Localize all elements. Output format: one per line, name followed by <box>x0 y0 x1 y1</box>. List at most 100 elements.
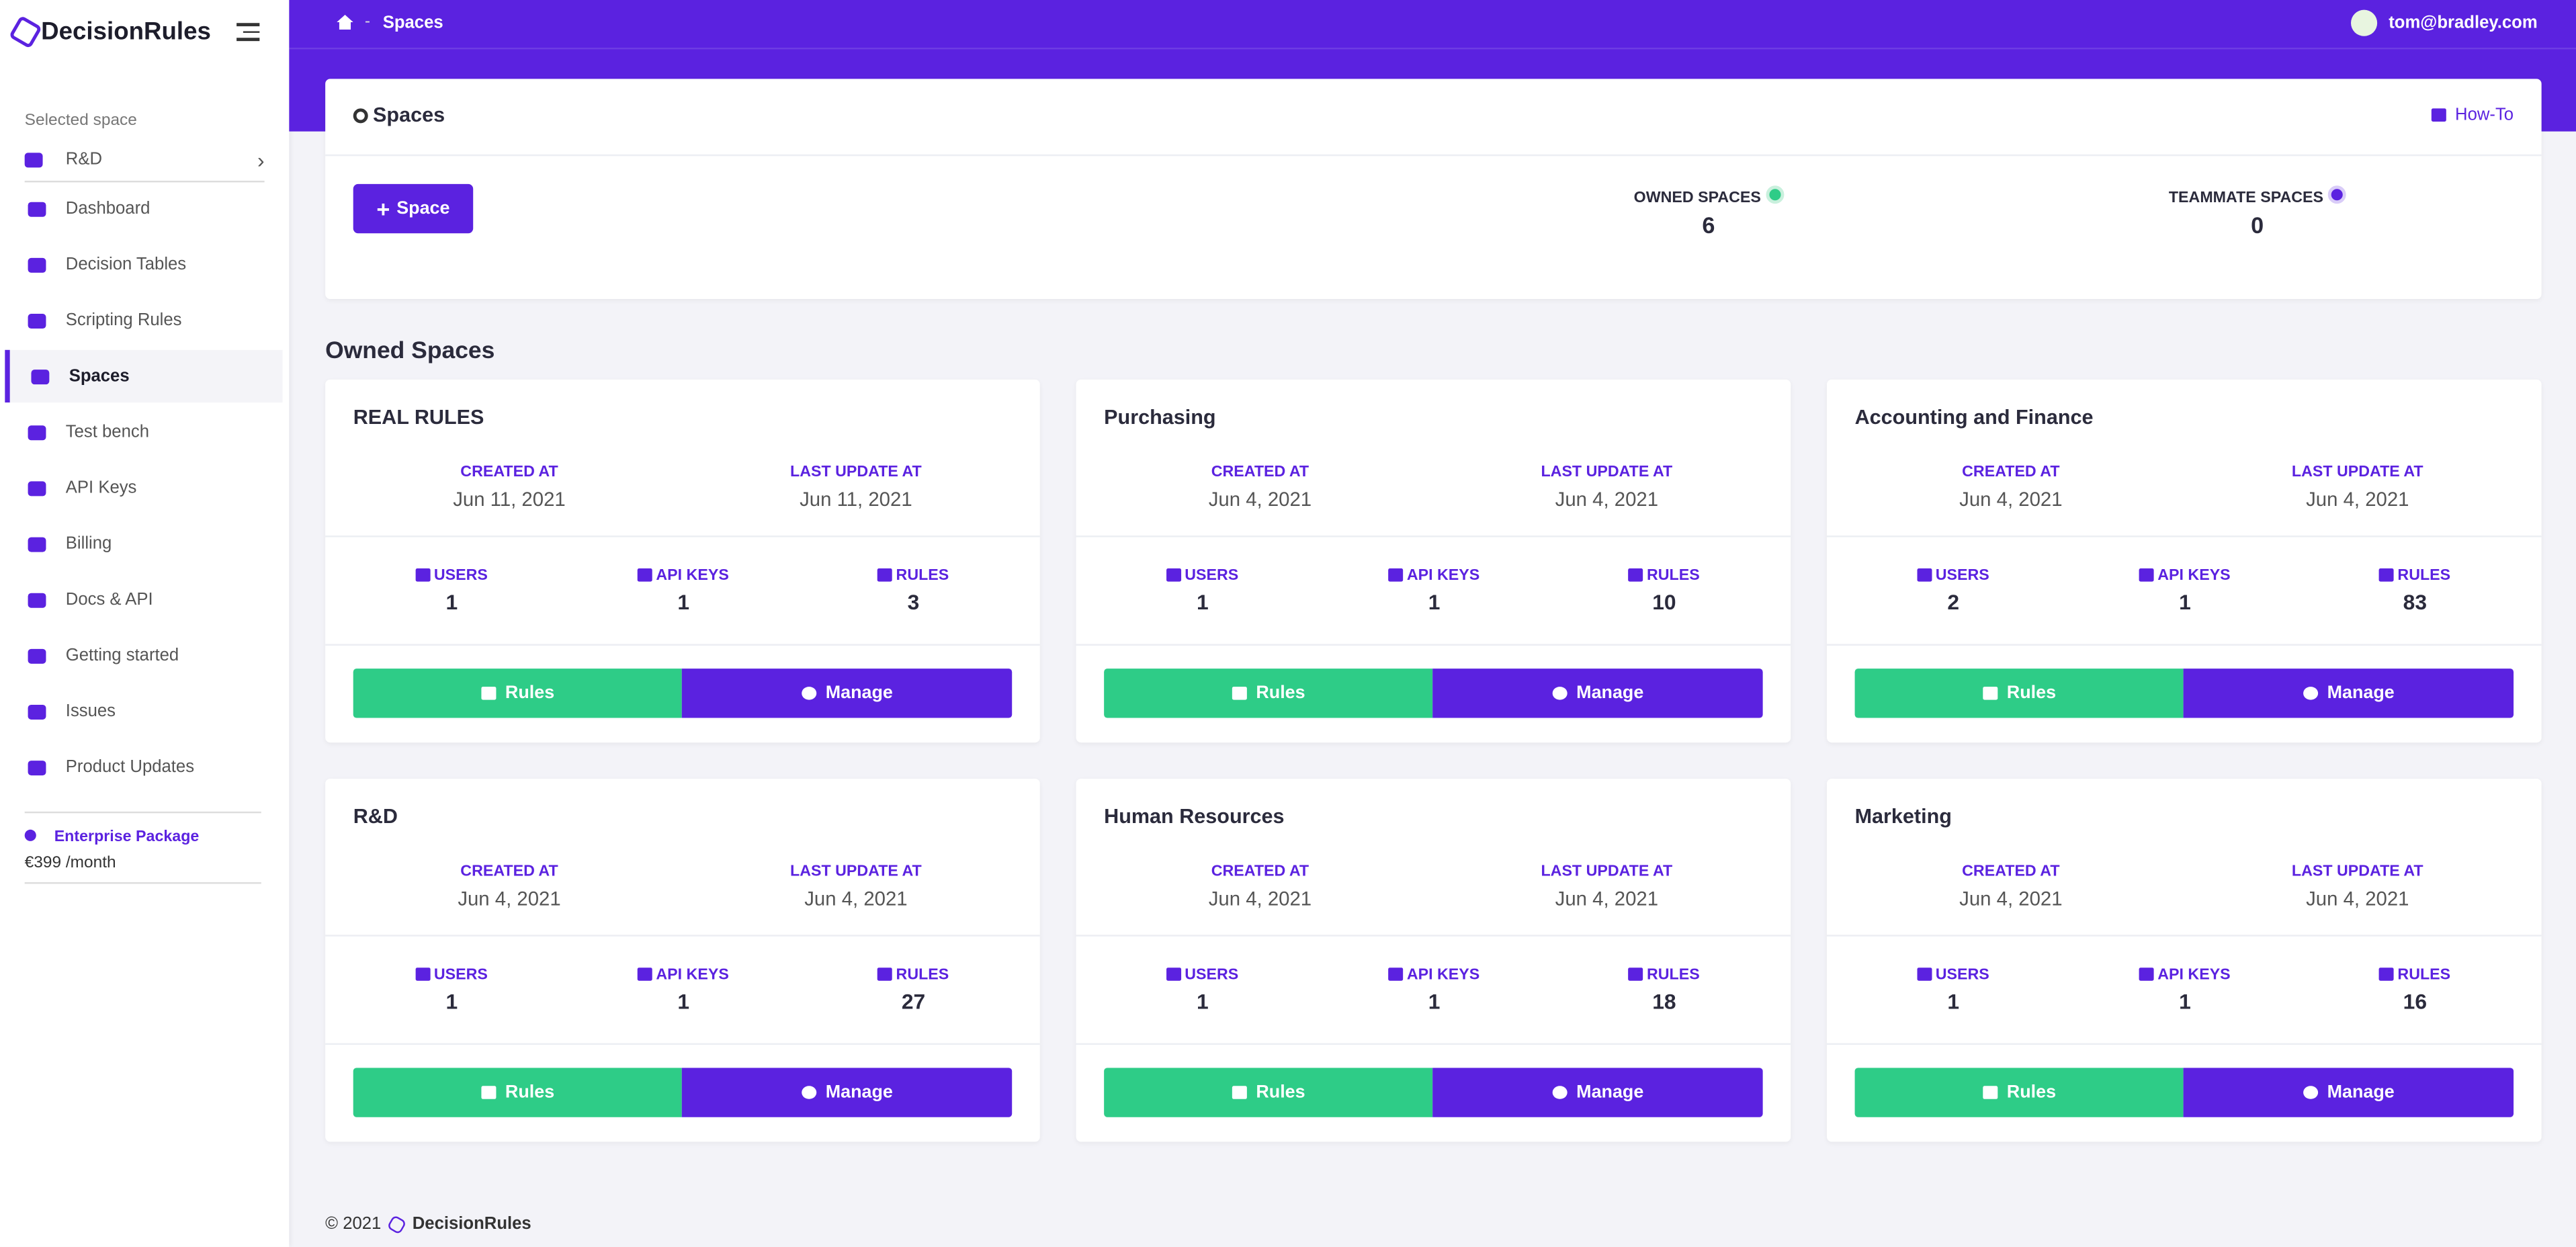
card-label: USERS <box>1185 965 1239 984</box>
created-date: Jun 11, 2021 <box>453 488 566 511</box>
api-keys-count: 1 <box>1428 988 1441 1014</box>
menu-item[interactable]: Scripting Rules <box>7 294 280 347</box>
menu-item[interactable]: API Keys <box>7 462 280 514</box>
card-label: Rules <box>1256 683 1305 703</box>
api-keys-count: 1 <box>677 589 690 615</box>
card-label: API KEYS <box>2157 566 2231 585</box>
card-label: API KEYS <box>1406 965 1480 984</box>
card-label: CREATED AT <box>1211 862 1310 881</box>
created-date: Jun 4, 2021 <box>1208 488 1312 511</box>
space-selector[interactable]: R&D › <box>24 138 265 183</box>
menu-label: Issues <box>65 701 116 722</box>
user-email[interactable]: tom@bradley.com <box>2389 13 2538 33</box>
menu-item[interactable]: Docs & API <box>7 573 280 626</box>
manage-button[interactable]: Manage <box>2183 669 2514 718</box>
card-label: Rules <box>2006 683 2057 703</box>
footer: © 2021 DecisionRules <box>325 1213 531 1234</box>
updated-date: Jun 11, 2021 <box>800 488 912 511</box>
manage-button[interactable]: Manage <box>1432 669 1763 718</box>
manage-button[interactable]: Manage <box>681 669 1013 718</box>
space-name: Accounting and Finance <box>1854 405 2094 429</box>
menu-item[interactable]: Product Updates <box>7 741 280 793</box>
rules-button[interactable]: Rules <box>1854 669 2184 718</box>
add-space-button[interactable]: + Space <box>353 183 474 234</box>
space-card: R&D CREATED AT Jun 4, 2021 LAST UPDATE AT Ju… <box>325 779 1040 1142</box>
owned-count: 6 <box>1702 212 1715 239</box>
card-label: Manage <box>2327 1082 2395 1103</box>
card-label: API KEYS <box>2157 965 2231 984</box>
menu-item[interactable]: Getting started <box>7 629 280 681</box>
users-count: 1 <box>1947 988 1960 1014</box>
section-title: Owned Spaces <box>325 338 495 365</box>
selected-space: R&D <box>65 149 103 169</box>
created-date: Jun 4, 2021 <box>1959 488 2063 511</box>
card-label: Rules <box>505 683 555 703</box>
menu-label: Scripting Rules <box>65 310 182 331</box>
api-keys-count: 1 <box>677 988 690 1014</box>
panel-title: Spaces <box>373 103 445 127</box>
card-label: USERS <box>433 566 488 585</box>
menu-label: Product Updates <box>65 757 195 777</box>
updated-date: Jun 4, 2021 <box>1555 488 1659 511</box>
plan-name: Enterprise Package <box>54 828 200 847</box>
created-date: Jun 4, 2021 <box>1208 887 1312 910</box>
card-label: RULES <box>2397 965 2451 984</box>
rules-button[interactable]: Rules <box>1854 1068 2184 1117</box>
space-card: Accounting and Finance CREATED AT Jun 4, 2… <box>1827 379 2542 743</box>
manage-button[interactable]: Manage <box>1432 1068 1763 1117</box>
menu-toggle[interactable] <box>237 23 260 40</box>
menu-item[interactable]: Spaces <box>5 349 283 403</box>
space-card: Purchasing CREATED AT Jun 4, 2021 LAST UPDA… <box>1076 379 1791 743</box>
menu-item[interactable]: Decision Tables <box>7 239 280 291</box>
updated-date: Jun 4, 2021 <box>2306 488 2409 511</box>
card-label: LAST UPDATE AT <box>2291 463 2423 482</box>
space-name: REAL RULES <box>353 405 484 429</box>
avatar[interactable] <box>2351 9 2378 36</box>
how-to-link[interactable]: How-To <box>2432 105 2514 125</box>
card-label: RULES <box>1646 566 1700 585</box>
plan-price: €399 /month <box>24 854 116 873</box>
rules-button[interactable]: Rules <box>1104 1068 1433 1117</box>
updated-date: Jun 4, 2021 <box>2306 887 2409 910</box>
manage-button[interactable]: Manage <box>2183 1068 2514 1117</box>
copyright: © 2021 <box>325 1213 382 1234</box>
rules-button[interactable]: Rules <box>353 1068 682 1117</box>
menu-label: Getting started <box>65 645 179 666</box>
sidebar: DecisionRules Selected space R&D › Dashbo… <box>0 0 290 1247</box>
space-card: Human Resources CREATED AT Jun 4, 2021 LAST… <box>1076 779 1791 1142</box>
card-label: CREATED AT <box>1962 862 2060 881</box>
menu-item[interactable]: Dashboard <box>7 182 280 234</box>
spaces-summary: Spaces How-To + Space OWNED SPACES 6 TEAM… <box>325 79 2542 300</box>
rules-button[interactable]: Rules <box>1104 669 1433 718</box>
menu-item[interactable]: Billing <box>7 517 280 570</box>
created-date: Jun 4, 2021 <box>1959 887 2063 910</box>
card-label: CREATED AT <box>1211 463 1310 482</box>
card-label: Rules <box>2006 1082 2057 1103</box>
card-label: LAST UPDATE AT <box>1541 463 1673 482</box>
card-label: Manage <box>825 683 893 703</box>
how-to: How-To <box>2455 105 2514 125</box>
space-name: Marketing <box>1854 805 1952 828</box>
card-label: USERS <box>1935 965 1989 984</box>
menu-label: Test bench <box>65 422 150 442</box>
menu-item[interactable]: Test bench <box>7 406 280 458</box>
card-label: API KEYS <box>1406 566 1480 585</box>
logo[interactable]: DecisionRules <box>8 15 211 49</box>
card-label: API KEYS <box>656 965 729 984</box>
card-label: CREATED AT <box>1962 463 2060 482</box>
menu-label: Spaces <box>69 366 130 386</box>
created-date: Jun 4, 2021 <box>458 887 561 910</box>
rules-button[interactable]: Rules <box>353 669 682 718</box>
card-label: Rules <box>1256 1082 1305 1103</box>
card-label: RULES <box>896 566 949 585</box>
manage-button[interactable]: Manage <box>681 1068 1013 1117</box>
card-label: RULES <box>2397 566 2451 585</box>
menu-label: Docs & API <box>65 589 153 610</box>
menu-item[interactable]: Issues <box>7 685 280 738</box>
home-icon[interactable] <box>337 15 353 30</box>
rules-count: 18 <box>1652 988 1676 1014</box>
space-card: Marketing CREATED AT Jun 4, 2021 LAST UPDAT… <box>1827 779 2542 1142</box>
card-label: API KEYS <box>656 566 729 585</box>
rules-count: 16 <box>2403 988 2428 1014</box>
space-name: Purchasing <box>1104 405 1216 429</box>
